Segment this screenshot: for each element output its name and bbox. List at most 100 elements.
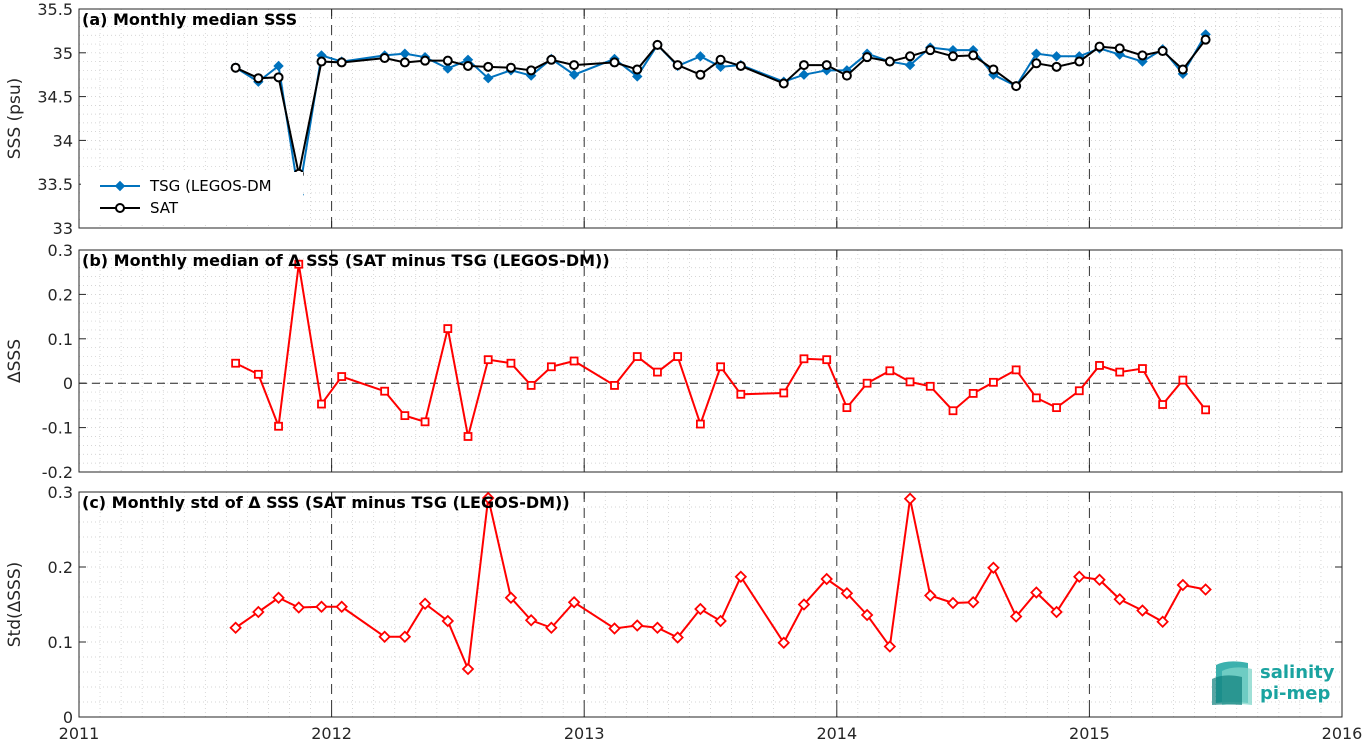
- data-point: [1156, 615, 1169, 629]
- data-point: [399, 57, 410, 68]
- data-point: [442, 55, 453, 66]
- data-point: [1199, 583, 1212, 596]
- data-point: [546, 54, 557, 65]
- data-point: [1074, 56, 1085, 67]
- panel-title: (a) Monthly median SSS: [82, 10, 297, 29]
- axes-box: [78, 8, 1343, 229]
- data-point: [1030, 586, 1043, 599]
- data-point: [229, 621, 242, 635]
- data-point: [968, 389, 978, 398]
- data-point: [797, 598, 811, 611]
- y-axis-label: Std(ΔSSS): [5, 562, 25, 648]
- data-point: [1158, 400, 1168, 409]
- data-point: [672, 60, 683, 71]
- data-point: [231, 358, 241, 368]
- data-point: [380, 386, 390, 396]
- data-point: [1074, 386, 1084, 396]
- data-point: [608, 622, 621, 635]
- data-point: [1200, 34, 1211, 45]
- data-point: [567, 595, 581, 609]
- data-point: [463, 60, 474, 71]
- data-point: [253, 369, 263, 379]
- data-point: [273, 60, 284, 72]
- data-point: [337, 372, 347, 381]
- data-point: [569, 356, 579, 366]
- data-point: [335, 600, 348, 614]
- axes-box: [78, 491, 1343, 718]
- data-point: [1073, 570, 1086, 584]
- axes-box: [78, 249, 1343, 473]
- data-point: [904, 59, 916, 71]
- data-point: [714, 614, 727, 628]
- x-tick-label: 2016: [1322, 724, 1363, 743]
- data-point: [504, 591, 518, 605]
- data-point: [842, 403, 852, 413]
- data-point: [673, 352, 683, 361]
- legend-marker: [114, 180, 126, 192]
- y-tick-label: 0.3: [48, 483, 73, 502]
- data-point: [716, 362, 726, 372]
- data-point: [230, 62, 241, 73]
- data-point: [736, 389, 746, 399]
- data-point: [545, 621, 558, 635]
- data-point: [1176, 578, 1190, 592]
- legend-box: [81, 172, 303, 224]
- data-point: [946, 596, 960, 610]
- x-tick-label: 2015: [1069, 724, 1110, 743]
- data-point: [653, 367, 662, 377]
- y-tick-label: 33: [53, 219, 73, 238]
- panel-title: (c) Monthly std of Δ SSS (SAT minus TSG …: [82, 493, 570, 512]
- y-tick-label: 35: [53, 44, 73, 63]
- data-point: [651, 621, 664, 635]
- data-point: [1050, 605, 1063, 619]
- data-point: [1031, 58, 1042, 69]
- x-tick-label: 2014: [816, 724, 857, 743]
- data-point: [317, 399, 326, 409]
- logo-line-1: salinity: [1260, 662, 1335, 683]
- data-point: [1093, 573, 1106, 587]
- data-point: [273, 72, 284, 83]
- data-point: [1136, 604, 1149, 617]
- data-point: [862, 378, 872, 388]
- data-point: [860, 608, 874, 622]
- data-point: [925, 381, 935, 391]
- data-point: [1178, 375, 1188, 385]
- logo-line-2: pi-mep: [1260, 683, 1330, 704]
- data-point: [1095, 361, 1104, 370]
- y-axis-label: ΔSSS: [5, 339, 25, 383]
- data-point: [1177, 64, 1188, 75]
- data-point: [483, 72, 494, 84]
- data-point: [292, 601, 306, 614]
- data-point: [316, 56, 327, 67]
- data-point: [632, 71, 643, 82]
- data-point: [1138, 364, 1147, 373]
- y-tick-label: 0.1: [48, 633, 73, 652]
- data-point: [695, 69, 706, 80]
- data-point: [715, 54, 726, 65]
- data-point: [1051, 61, 1062, 72]
- data-point: [483, 61, 494, 72]
- data-point: [526, 381, 536, 390]
- data-point: [779, 388, 789, 398]
- data-point: [379, 53, 390, 64]
- data-point: [715, 61, 726, 73]
- data-point: [400, 411, 410, 421]
- series-line: [235, 497, 1206, 673]
- data-point: [1137, 50, 1148, 61]
- y-tick-label: 0: [63, 708, 73, 727]
- data-point: [1011, 81, 1022, 92]
- legend-label: SAT: [150, 199, 179, 217]
- data-point: [315, 600, 328, 614]
- data-point: [630, 619, 644, 632]
- x-tick-label: 2013: [564, 724, 605, 743]
- data-point: [1115, 367, 1125, 377]
- data-point: [966, 595, 980, 609]
- data-point: [420, 417, 430, 427]
- data-point: [443, 324, 453, 333]
- y-tick-label: 0.3: [48, 241, 73, 260]
- data-point: [885, 366, 895, 376]
- data-point: [1052, 403, 1061, 413]
- data-point: [418, 597, 432, 611]
- data-point: [947, 51, 958, 62]
